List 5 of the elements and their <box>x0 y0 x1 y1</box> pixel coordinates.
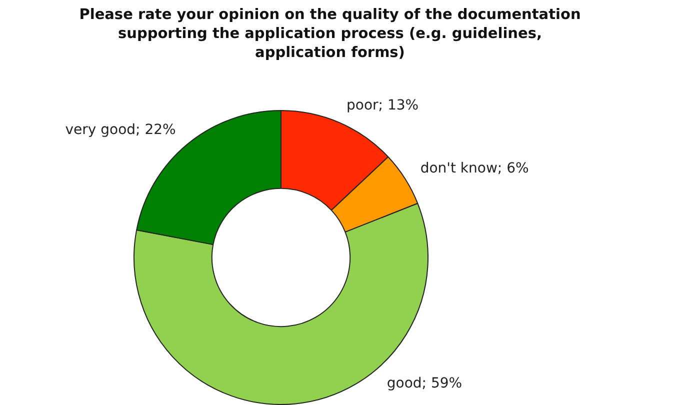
slice-label: poor; 13% <box>346 98 419 114</box>
slice-label: very good; 22% <box>65 122 176 138</box>
slice-label: don't know; 6% <box>420 160 529 177</box>
slice-label: good; 59% <box>386 376 462 392</box>
chart-title: Please rate your opinion on the quality of the documentation supporting the application process (e.g. guidelines, application forms) <box>78 6 582 63</box>
